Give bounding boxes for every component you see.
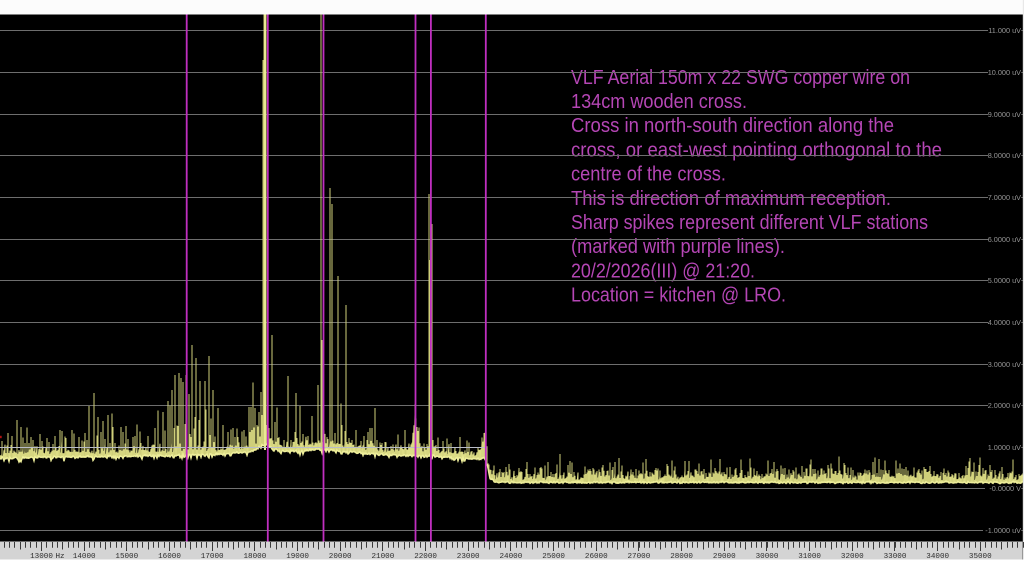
svg-text:33000: 33000 <box>884 553 907 561</box>
svg-text:22000: 22000 <box>414 553 437 561</box>
svg-text:Cross in north-south direction: Cross in north-south direction along the <box>571 114 894 137</box>
svg-text:centre of the cross.: centre of the cross. <box>571 163 726 186</box>
svg-text:cross, or east-west pointing o: cross, or east-west pointing orthogonal … <box>571 138 942 161</box>
svg-text:21000: 21000 <box>372 553 395 561</box>
svg-text:20/2/2026(III) @ 21:20.: 20/2/2026(III) @ 21:20. <box>571 259 755 282</box>
svg-text:20000: 20000 <box>329 553 352 561</box>
svg-text:24000: 24000 <box>500 553 523 561</box>
svg-text:134cm wooden cross.: 134cm wooden cross. <box>571 90 747 113</box>
svg-text:31000: 31000 <box>798 553 821 561</box>
svg-text:19000: 19000 <box>286 553 309 561</box>
svg-text:Location = kitchen @ LRO.: Location = kitchen @ LRO. <box>571 284 786 307</box>
svg-text:18000: 18000 <box>244 553 267 561</box>
svg-text:27000: 27000 <box>628 553 651 561</box>
svg-text:Hz: Hz <box>56 553 65 561</box>
svg-text:29000: 29000 <box>713 553 736 561</box>
svg-text:8.0000 uV: 8.0000 uV <box>988 151 1021 160</box>
svg-text:Sharp spikes represent differe: Sharp spikes represent different VLF sta… <box>571 211 928 234</box>
svg-text:-1.0000 uV: -1.0000 uV <box>985 526 1021 535</box>
svg-text:VLF Aerial 150m x 22 SWG coppe: VLF Aerial 150m x 22 SWG copper wire on <box>571 66 910 89</box>
svg-text:This is direction of maximum r: This is direction of maximum reception. <box>571 187 891 210</box>
svg-text:28000: 28000 <box>670 553 693 561</box>
svg-text:4.0000 uV: 4.0000 uV <box>988 318 1021 327</box>
svg-text:9.0000 uV: 9.0000 uV <box>988 110 1021 119</box>
svg-text:-0.0000 V: -0.0000 V <box>989 484 1021 493</box>
svg-text:2.0000 uV: 2.0000 uV <box>988 401 1021 410</box>
svg-text:17000: 17000 <box>201 553 224 561</box>
svg-text:34000: 34000 <box>926 553 949 561</box>
svg-text:16000: 16000 <box>158 553 181 561</box>
svg-text:1.0000 uV: 1.0000 uV <box>988 443 1021 452</box>
svg-text:5.0000 uV: 5.0000 uV <box>988 276 1021 285</box>
svg-text:6.0000 uV: 6.0000 uV <box>988 235 1021 244</box>
svg-text:13000: 13000 <box>30 553 53 561</box>
svg-text:(marked with purple lines).: (marked with purple lines). <box>571 235 785 258</box>
svg-text:15000: 15000 <box>115 553 138 561</box>
svg-text:35000: 35000 <box>969 553 992 561</box>
svg-text:7.0000 uV: 7.0000 uV <box>988 193 1021 202</box>
svg-text:23000: 23000 <box>457 553 480 561</box>
svg-text:14000: 14000 <box>73 553 96 561</box>
svg-text:32000: 32000 <box>841 553 864 561</box>
svg-text:25000: 25000 <box>542 553 565 561</box>
svg-text:10.000 uV: 10.000 uV <box>988 68 1021 77</box>
svg-text:11.000 uV: 11.000 uV <box>988 26 1021 35</box>
svg-text:3.0000 uV: 3.0000 uV <box>988 360 1021 369</box>
svg-text:30000: 30000 <box>756 553 779 561</box>
svg-text:26000: 26000 <box>585 553 608 561</box>
